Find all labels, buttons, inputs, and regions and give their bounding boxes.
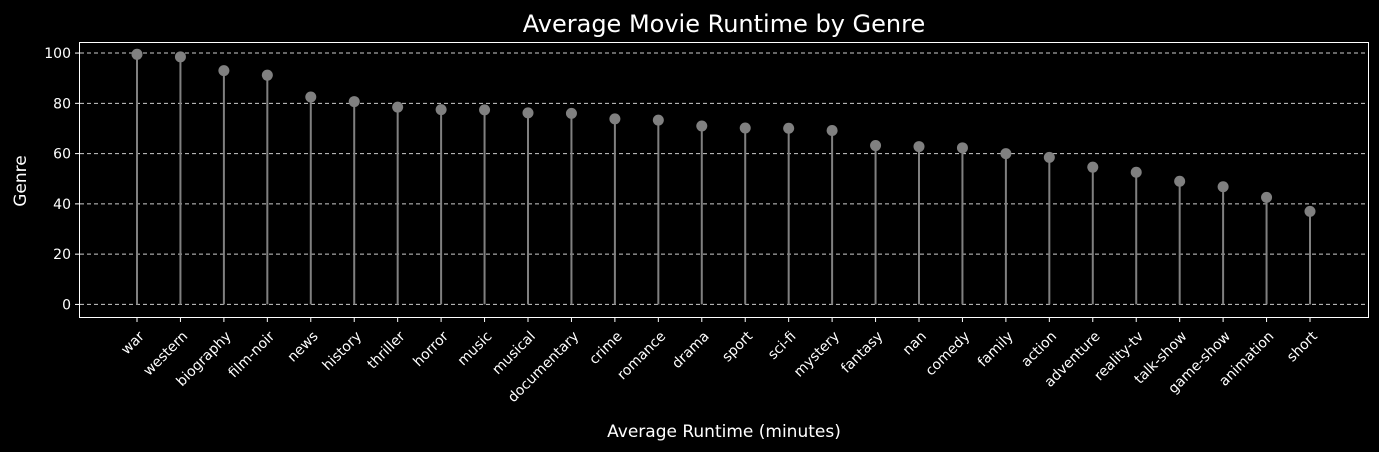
y-tick-label: 80 — [53, 96, 71, 112]
marker-comedy — [956, 142, 968, 154]
marker-family — [1000, 148, 1012, 160]
y-tick-label: 40 — [53, 197, 71, 213]
marker-mystery — [826, 124, 838, 136]
marker-game-show — [1217, 181, 1229, 193]
marker-history — [348, 96, 360, 108]
marker-horror — [435, 104, 447, 116]
marker-animation — [1261, 191, 1273, 203]
marker-sci-fi — [783, 122, 795, 134]
marker-thriller — [392, 101, 404, 113]
marker-sport — [739, 122, 751, 134]
marker-reality-tv — [1130, 166, 1142, 178]
marker-action — [1043, 151, 1055, 163]
stems — [136, 54, 1311, 305]
marker-drama — [696, 120, 708, 132]
y-ticks: 0 20 40 60 80 100 — [44, 46, 80, 313]
marker-music — [479, 104, 491, 116]
y-tick-label: 20 — [53, 247, 71, 263]
x-axis-label: Average Runtime (minutes) — [607, 422, 841, 442]
y-tick-label: 60 — [53, 147, 71, 163]
marker-short — [1304, 205, 1316, 217]
marker-documentary — [565, 107, 577, 119]
marker-western — [174, 51, 186, 63]
marker-talk-show — [1174, 175, 1186, 187]
y-tick-label: 100 — [44, 46, 71, 62]
y-axis-label: Genre — [11, 155, 31, 206]
marker-biography — [218, 65, 230, 77]
marker-nan — [913, 141, 925, 153]
marker-romance — [652, 114, 664, 126]
marker-war — [131, 48, 143, 60]
marker-news — [305, 91, 317, 103]
plot-frame — [79, 42, 1369, 318]
chart-title: Average Movie Runtime by Genre — [523, 10, 925, 38]
grid — [80, 52, 1368, 305]
marker-musical — [522, 107, 534, 119]
y-tick-label: 0 — [62, 297, 71, 313]
marker-fantasy — [870, 140, 882, 152]
markers — [131, 48, 1316, 217]
marker-adventure — [1087, 161, 1099, 173]
marker-film-noir — [261, 69, 273, 81]
marker-crime — [609, 113, 621, 125]
